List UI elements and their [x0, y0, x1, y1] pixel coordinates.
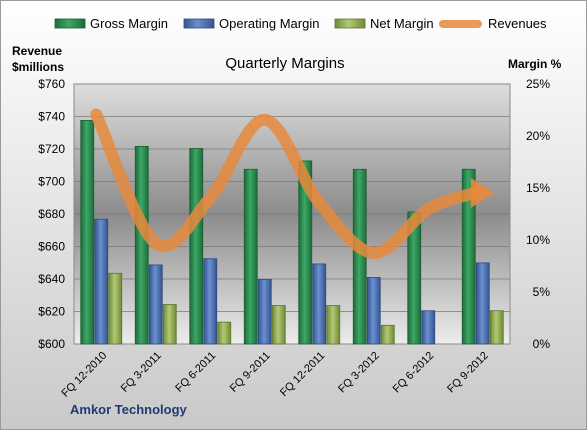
bar-operating-margin [312, 263, 327, 345]
bar-gross-margin [134, 145, 149, 345]
left-tick-label: $720 [38, 142, 65, 156]
bar-gross-margin [80, 120, 95, 345]
legend: Gross Margin Operating Margin Net Margin… [54, 16, 547, 31]
bar-gross-margin [243, 168, 258, 345]
left-tick-label: $600 [38, 337, 65, 351]
legend-item-operating-margin: Operating Margin [183, 16, 319, 31]
legend-item-net-margin: Net Margin [334, 16, 434, 31]
right-tick-label: 20% [526, 129, 550, 143]
left-axis-label-line1: Revenue [12, 44, 62, 58]
bar-net-margin [162, 304, 177, 345]
left-tick-label: $620 [38, 305, 65, 319]
legend-swatch-operating-margin [183, 18, 215, 29]
right-axis-ticks: 0% 5% 10% 15% 20% 25% [526, 77, 550, 351]
bar-operating-margin [203, 258, 218, 345]
bar-gross-margin [189, 148, 204, 345]
right-tick-label: 0% [533, 337, 551, 351]
bar-net-margin [271, 305, 286, 345]
legend-label-operating-margin: Operating Margin [219, 16, 319, 31]
chart-title: Quarterly Margins [225, 55, 344, 72]
bar-net-margin [108, 272, 123, 345]
legend-item-gross-margin: Gross Margin [54, 16, 168, 31]
left-tick-label: $680 [38, 207, 65, 221]
revenue-arrowhead [470, 177, 495, 208]
left-tick-label: $740 [38, 110, 65, 124]
bar-operating-margin [148, 264, 163, 345]
right-tick-label: 10% [526, 233, 550, 247]
bar-gross-margin [407, 211, 422, 345]
bar-operating-margin [257, 279, 272, 345]
company-name: Amkor Technology [70, 402, 188, 417]
left-tick-label: $640 [38, 272, 65, 286]
bar-operating-margin [366, 277, 381, 345]
right-tick-label: 15% [526, 181, 550, 195]
right-tick-label: 5% [533, 285, 551, 299]
left-tick-label: $760 [38, 77, 65, 91]
bar-net-margin [380, 324, 395, 345]
bar-net-margin [326, 305, 341, 345]
bar-operating-margin [475, 262, 490, 345]
legend-label-gross-margin: Gross Margin [90, 16, 168, 31]
legend-label-net-margin: Net Margin [370, 16, 434, 31]
legend-swatch-net-margin [334, 18, 366, 29]
right-tick-label: 25% [526, 77, 550, 91]
revenue-line [90, 108, 495, 259]
right-axis-label: Margin % [508, 57, 562, 71]
bar-gross-margin [461, 168, 476, 345]
left-axis-ticks: $600 $620 $640 $660 $680 $700 $720 $740 $760 [38, 77, 65, 351]
left-tick-label: $700 [38, 175, 65, 189]
bar-operating-margin [421, 310, 436, 345]
left-tick-label: $660 [38, 240, 65, 254]
bar-operating-margin [94, 218, 109, 345]
legend-item-revenues: Revenues [439, 16, 547, 31]
bar-net-margin [217, 321, 232, 345]
left-axis-label-line2: $millions [12, 60, 64, 74]
revenue-series-line [90, 108, 481, 259]
bars [80, 120, 504, 345]
legend-swatch-gross-margin [54, 18, 86, 29]
bar-gross-margin [298, 160, 313, 345]
bar-net-margin [489, 310, 504, 345]
legend-label-revenues: Revenues [488, 16, 547, 31]
